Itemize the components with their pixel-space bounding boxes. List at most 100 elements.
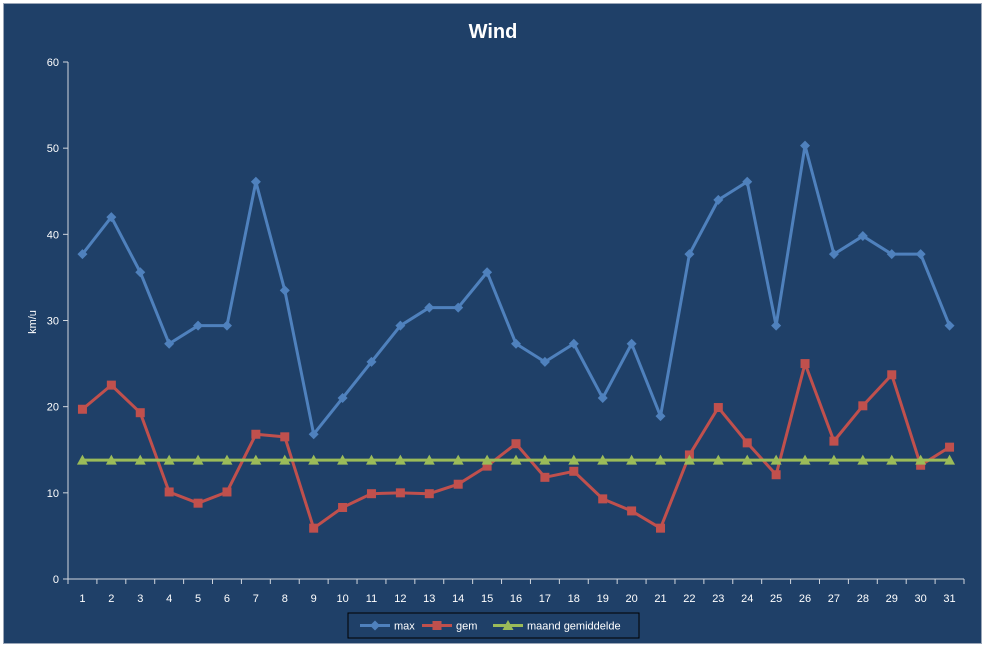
data-point-max (366, 356, 377, 367)
series-line-max (81, 144, 951, 436)
data-point-maand-gemiddelde (799, 454, 811, 465)
legend-marker-gem (432, 621, 442, 630)
series-maand-gemiddelde (76, 454, 956, 465)
data-point-max (279, 285, 290, 296)
x-tick-label: 31 (943, 593, 955, 605)
y-axis-label: km/u (27, 310, 39, 334)
data-point-maand-gemiddelde (741, 454, 753, 465)
legend-label-maand-gemiddelde: maand gemiddelde (527, 621, 621, 633)
y-tick-label: 0 (53, 574, 59, 586)
x-tick-label: 13 (423, 593, 435, 605)
x-tick-label: 8 (282, 593, 288, 605)
data-point-maand-gemiddelde (308, 454, 320, 465)
data-point-maand-gemiddelde (279, 454, 291, 465)
data-point-gem (366, 489, 376, 499)
x-tick-label: 22 (683, 593, 695, 605)
data-point-max (915, 249, 926, 260)
x-tick-label: 9 (311, 593, 317, 605)
data-point-gem (482, 461, 492, 471)
data-point-max (453, 302, 464, 313)
data-point-gem (945, 442, 955, 452)
y-tick-label: 10 (47, 488, 59, 500)
x-tick-label: 23 (712, 593, 724, 605)
data-point-maand-gemiddelde (365, 454, 377, 465)
x-tick-label: 20 (625, 593, 637, 605)
data-point-max (77, 249, 88, 260)
data-point-maand-gemiddelde (857, 454, 869, 465)
data-point-max (308, 429, 319, 440)
legend-marker-maand-gemiddelde (502, 620, 514, 630)
data-point-max (568, 338, 579, 349)
x-tick-label: 3 (137, 593, 143, 605)
legend-item-maand-gemiddelde: maand gemiddelde (493, 620, 621, 633)
data-point-max (828, 249, 839, 260)
data-point-gem (627, 506, 637, 516)
data-point-gem (424, 489, 434, 499)
y-tick-label: 40 (47, 229, 59, 241)
data-point-gem (569, 466, 579, 476)
data-point-gem (656, 523, 666, 533)
data-point-maand-gemiddelde (134, 454, 146, 465)
y-tick-label: 30 (47, 316, 59, 328)
data-point-gem (395, 488, 405, 498)
data-point-gem (77, 404, 87, 414)
data-point-maand-gemiddelde (597, 454, 609, 465)
data-point-maand-gemiddelde (683, 454, 695, 465)
y-tick-label: 20 (47, 402, 59, 414)
legend-item-gem: gem (422, 621, 477, 633)
data-point-gem (800, 359, 810, 369)
data-point-max (539, 356, 550, 367)
data-point-max (337, 393, 348, 404)
legend-label-max: max (394, 621, 415, 633)
data-point-gem (713, 403, 723, 413)
data-point-max (424, 302, 435, 313)
data-point-gem (916, 460, 926, 470)
data-point-maand-gemiddelde (712, 454, 724, 465)
data-point-max (482, 267, 493, 278)
data-point-gem (540, 472, 550, 482)
x-tick-label: 25 (770, 593, 782, 605)
data-point-maand-gemiddelde (944, 454, 956, 465)
data-point-max (944, 320, 955, 331)
x-tick-label: 16 (510, 593, 522, 605)
data-point-maand-gemiddelde (192, 454, 204, 465)
data-point-maand-gemiddelde (337, 454, 349, 465)
series-gem (77, 359, 955, 533)
x-tick-label: 14 (452, 593, 464, 605)
data-point-gem (858, 401, 868, 411)
x-tick-label: 17 (539, 593, 551, 605)
data-point-gem (251, 429, 261, 439)
data-point-maand-gemiddelde (221, 454, 233, 465)
data-point-gem (887, 370, 897, 380)
data-point-maand-gemiddelde (539, 454, 551, 465)
data-point-max (395, 320, 406, 331)
data-point-gem (309, 523, 319, 533)
x-tick-label: 11 (366, 593, 377, 605)
data-point-gem (511, 439, 521, 449)
data-point-maand-gemiddelde (915, 454, 927, 465)
x-tick-label: 21 (654, 593, 666, 605)
data-point-max (193, 320, 204, 331)
x-tick-label: 29 (886, 593, 898, 605)
data-point-maand-gemiddelde (163, 454, 175, 465)
x-tick-label: 24 (741, 593, 753, 605)
data-point-maand-gemiddelde (568, 454, 580, 465)
data-point-maand-gemiddelde (770, 454, 782, 465)
x-tick-label: 18 (568, 593, 580, 605)
x-tick-label: 15 (481, 593, 493, 605)
data-point-max (742, 176, 753, 187)
x-tick-label: 19 (597, 593, 609, 605)
y-tick-label: 50 (47, 143, 59, 155)
y-tick-label: 60 (47, 57, 59, 69)
data-point-maand-gemiddelde (105, 454, 117, 465)
data-point-gem (193, 498, 203, 508)
data-point-gem (338, 502, 348, 512)
data-point-max (106, 212, 117, 223)
data-point-maand-gemiddelde (626, 454, 638, 465)
data-point-max (771, 320, 782, 331)
x-tick-label: 6 (224, 593, 230, 605)
data-point-gem (106, 380, 116, 390)
legend: max gem maand gemiddelde (347, 612, 640, 639)
